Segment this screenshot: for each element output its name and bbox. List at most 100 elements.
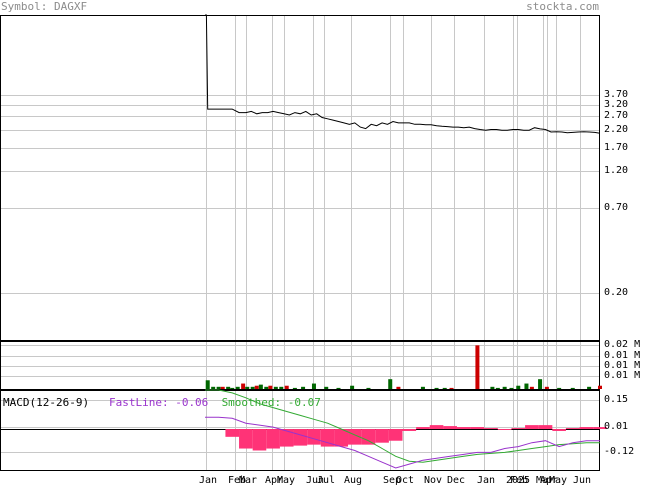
price-y-tick-2: 2.70 bbox=[604, 110, 629, 122]
volume-bar-28 bbox=[442, 387, 447, 389]
macd-hist-bar-27 bbox=[565, 428, 580, 430]
x-tick-8: Sep bbox=[383, 475, 402, 486]
macd-hist-bar-6 bbox=[279, 429, 294, 447]
volume-bar-24 bbox=[388, 379, 393, 389]
volume-bar-43 bbox=[598, 385, 602, 389]
volume-bar-13 bbox=[268, 385, 273, 389]
volume-bar-14 bbox=[273, 386, 278, 389]
macd-hist-bar-8 bbox=[307, 429, 321, 445]
price-y-tick-6: 0.70 bbox=[604, 201, 629, 213]
grid-lines bbox=[0, 15, 600, 470]
volume-bar-19 bbox=[311, 383, 316, 389]
macd-hist-bar-14 bbox=[388, 429, 403, 441]
volume-bar-29 bbox=[449, 387, 454, 389]
x-tick-13: 2025 bbox=[506, 475, 531, 486]
x-tick-14: Feb bbox=[510, 475, 529, 486]
volume-bar-32 bbox=[495, 387, 500, 389]
macd-hist-bar-5 bbox=[266, 429, 280, 449]
macd-legend-label: MACD(12-26-9) bbox=[3, 396, 90, 409]
macd-legend-smoothed: Smoothed: -0.07 bbox=[221, 396, 321, 409]
macd-hist-bar-12 bbox=[361, 429, 376, 445]
volume-bar-1 bbox=[211, 386, 216, 389]
price-y-tick-3: 2.20 bbox=[604, 124, 629, 136]
volume-bar-5 bbox=[230, 387, 235, 389]
price-y-tick-7: 0.20 bbox=[604, 286, 629, 298]
macd-hist-bar-28 bbox=[579, 427, 594, 430]
x-tick-7: Aug bbox=[344, 475, 363, 486]
macd-hist-bar-18 bbox=[443, 426, 457, 430]
macd-hist-bar-13 bbox=[375, 429, 389, 443]
volume-bar-15 bbox=[279, 386, 284, 389]
x-tick-18: Jun bbox=[573, 475, 592, 486]
volume-bar-31 bbox=[490, 386, 495, 389]
macd-hist-bar-21 bbox=[484, 428, 498, 430]
volume-bar-22 bbox=[350, 385, 355, 389]
macd-hist-bar-16 bbox=[416, 427, 430, 430]
macd-hist-bar-20 bbox=[470, 427, 485, 430]
volume-bar-23 bbox=[366, 387, 371, 389]
volume-bar-16 bbox=[284, 385, 289, 389]
macd-hist-bar-17 bbox=[429, 425, 444, 430]
macd-hist-bar-22 bbox=[497, 429, 512, 430]
macd-legend: MACD(12-26-9) FastLine: -0.06 Smoothed: … bbox=[3, 397, 321, 409]
macd-panel-frame bbox=[0, 390, 600, 471]
volume-panel-frame bbox=[0, 341, 600, 390]
volume-bar-36 bbox=[524, 383, 529, 389]
x-tick-11: Dec bbox=[447, 475, 466, 486]
volume-bar-8 bbox=[245, 386, 250, 389]
volume-bar-39 bbox=[544, 386, 549, 389]
volume-bar-0 bbox=[205, 380, 210, 389]
volume-bar-40 bbox=[557, 387, 562, 389]
x-tick-0: Jan bbox=[199, 475, 218, 486]
macd-fastline bbox=[205, 416, 600, 469]
macd-hist-bar-29 bbox=[593, 427, 607, 430]
volume-bar-37 bbox=[529, 386, 534, 389]
macd-hist-bar-25 bbox=[538, 425, 553, 430]
x-tick-15: Mar bbox=[536, 475, 555, 486]
price-panel-frame bbox=[0, 15, 600, 341]
volume-y-tick-2: 0.01 M bbox=[604, 360, 641, 372]
volume-y-tick-0: 0.02 M bbox=[604, 339, 641, 351]
volume-bar-17 bbox=[292, 387, 297, 389]
macd-hist-bar-7 bbox=[293, 429, 308, 446]
x-tick-6: Jul bbox=[317, 475, 336, 486]
price-y-tick-1: 3.20 bbox=[604, 98, 629, 110]
symbol-label: Symbol: DAGXF bbox=[1, 0, 88, 13]
volume-bar-7 bbox=[241, 383, 246, 389]
macd-y-tick-0: 0.15 bbox=[604, 393, 629, 405]
x-tick-9: Oct bbox=[396, 475, 415, 486]
volume-bar-18 bbox=[301, 386, 306, 389]
macd-hist-bar-10 bbox=[334, 429, 349, 447]
x-tick-16: Apr bbox=[540, 475, 559, 486]
macd-hist-bar-19 bbox=[456, 427, 471, 430]
volume-bar-3 bbox=[220, 386, 225, 389]
price-y-tick-4: 1.70 bbox=[604, 141, 629, 153]
site-name: stockta.com bbox=[526, 0, 599, 13]
x-tick-12: Jan bbox=[477, 475, 496, 486]
macd-hist-bar-15 bbox=[402, 429, 417, 431]
price-y-tick-0: 3.70 bbox=[604, 88, 629, 100]
volume-y-tick-3: 0.01 M bbox=[604, 369, 641, 381]
volume-bar-2 bbox=[216, 386, 221, 389]
x-tick-17: May bbox=[549, 475, 568, 486]
x-tick-10: Nov bbox=[424, 475, 443, 486]
volume-bar-35 bbox=[516, 385, 521, 389]
macd-hist-bar-24 bbox=[525, 425, 539, 430]
x-tick-1: Feb bbox=[228, 475, 247, 486]
volume-bar-21 bbox=[336, 387, 341, 389]
volume-bar-27 bbox=[434, 387, 439, 389]
macd-smoothed-line bbox=[205, 389, 600, 463]
macd-hist-bar-3 bbox=[239, 429, 253, 449]
price-line bbox=[205, 14, 600, 134]
volume-y-tick-1: 0.01 M bbox=[604, 350, 641, 362]
volume-bar-10 bbox=[254, 385, 259, 389]
volume-bar-20 bbox=[324, 386, 329, 389]
volume-bar-34 bbox=[509, 387, 514, 389]
volume-bar-38 bbox=[538, 379, 543, 389]
macd-hist-bar-23 bbox=[511, 428, 526, 430]
x-tick-2: Mar bbox=[239, 475, 258, 486]
x-tick-3: Apr bbox=[265, 475, 284, 486]
macd-legend-fastline: FastLine: -0.06 bbox=[108, 396, 209, 409]
